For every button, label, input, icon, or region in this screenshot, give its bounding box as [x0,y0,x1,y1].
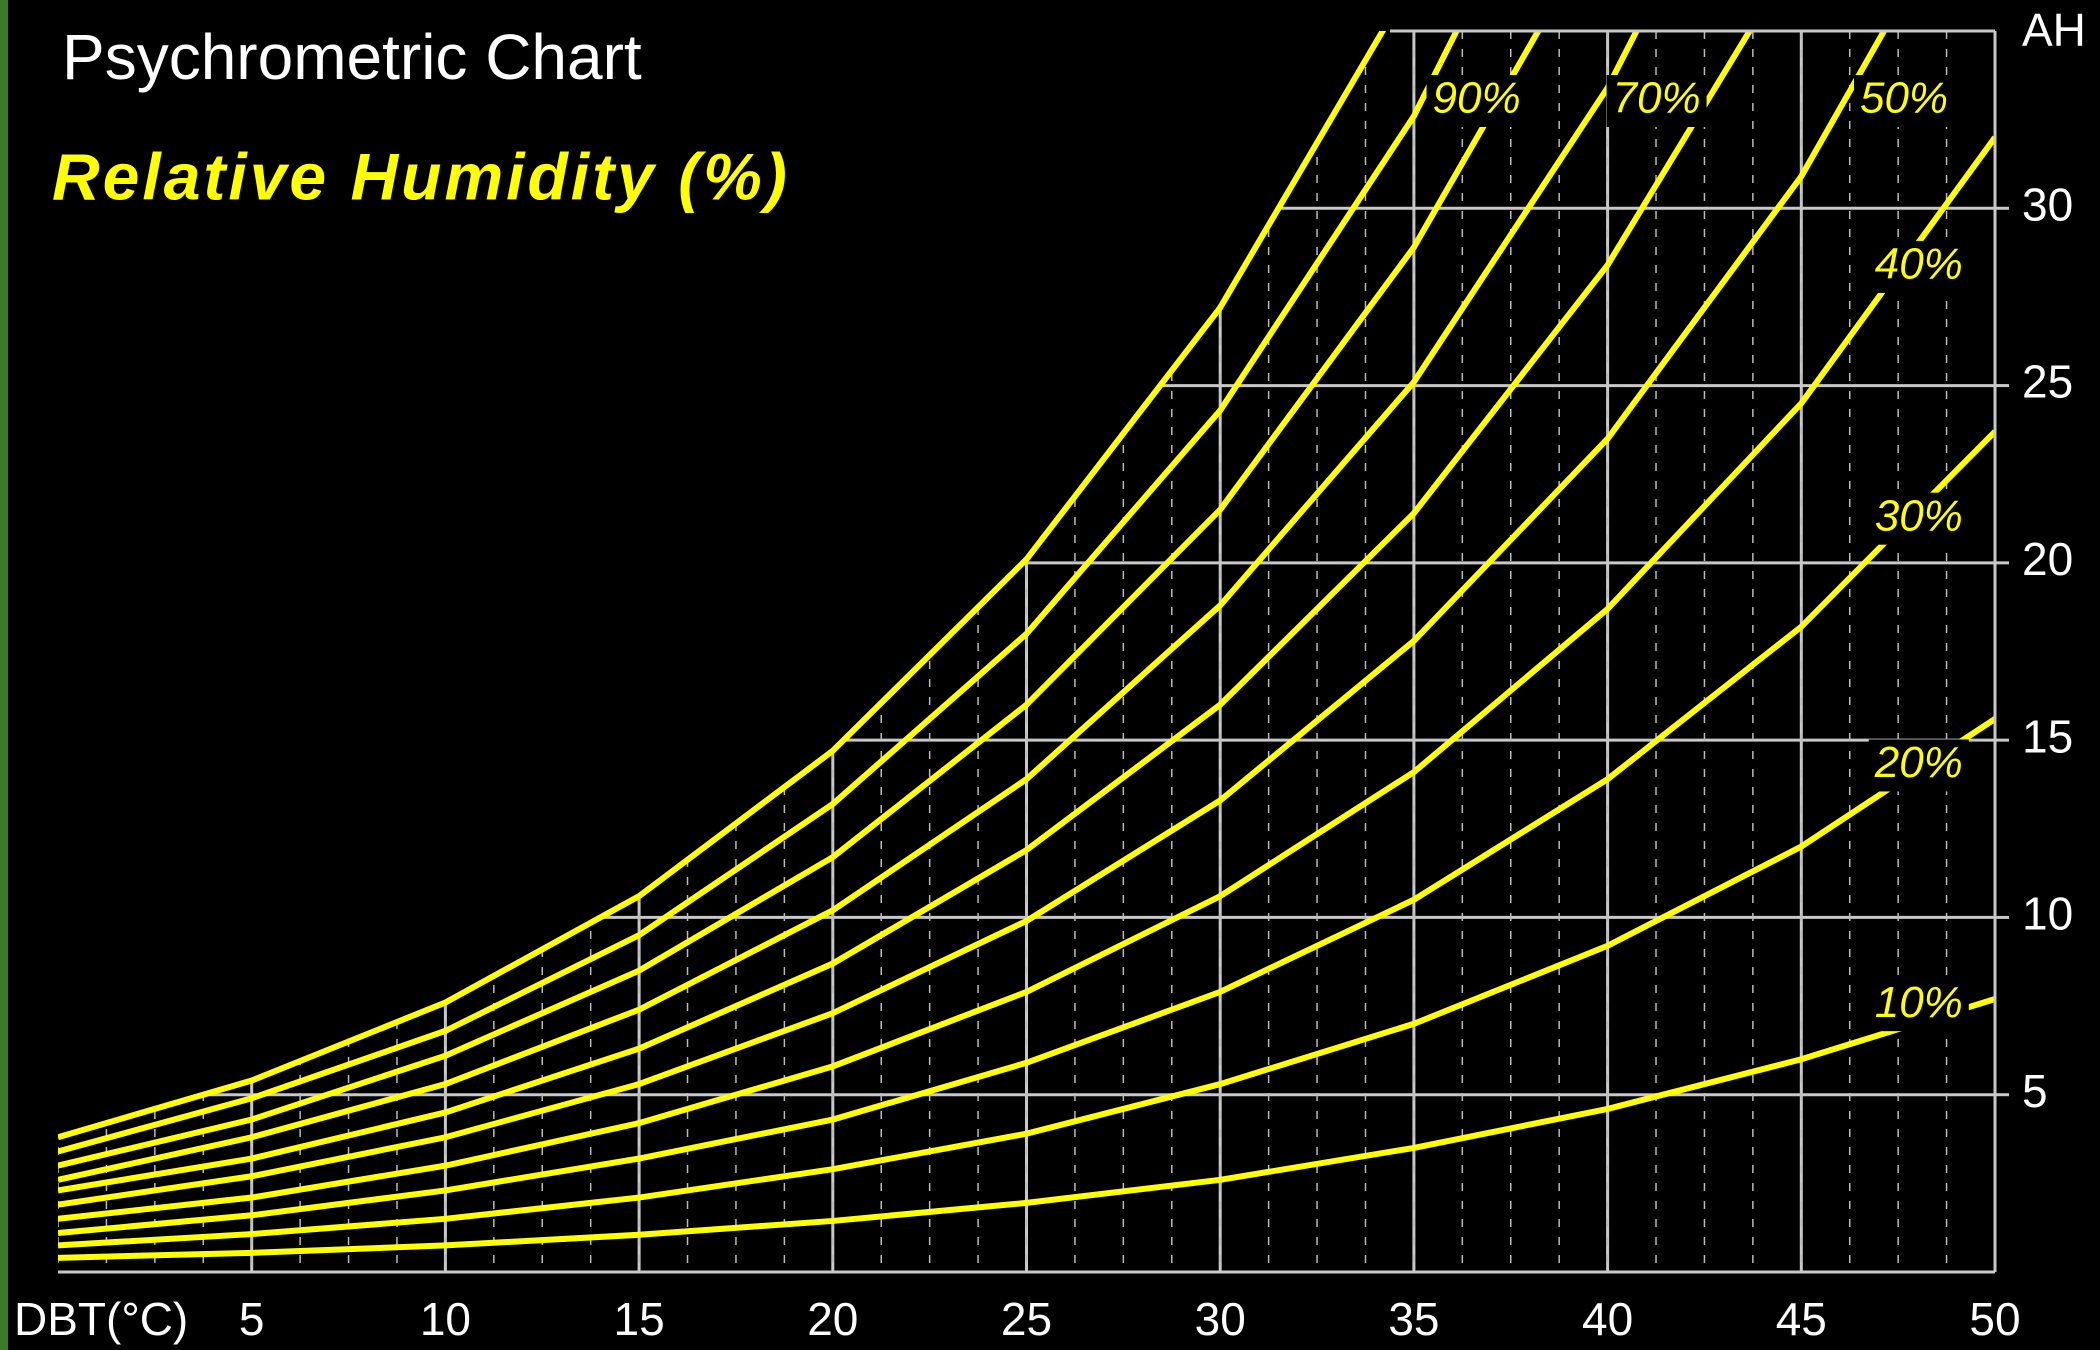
x-tick-label: 10 [420,1293,471,1345]
series-label: 30% [1875,491,1963,540]
y-tick-label: 5 [2022,1065,2048,1117]
series-label: 40% [1875,240,1963,289]
y-tick-label: 30 [2022,178,2073,230]
chart-subtitle: Relative Humidity (%) [52,139,790,213]
x-tick-label: 30 [1195,1293,1246,1345]
x-tick-label: 35 [1388,1293,1439,1345]
series-label: 70% [1613,74,1701,123]
y-tick-label: 20 [2022,533,2073,585]
x-tick-label: 45 [1776,1293,1827,1345]
chart: 10% 20% 30% 40% 50% 70% 90% Psychrometric Char… [0,0,2100,1350]
x-tick-label: 15 [614,1293,665,1345]
y-axis-label: AH [2022,4,2086,56]
series-label: 20% [1874,738,1963,787]
x-tick-label: 20 [807,1293,858,1345]
series-label: 10% [1875,978,1963,1027]
y-tick-label: 15 [2022,710,2073,762]
x-tick-label: 50 [1969,1293,2020,1345]
chart-title: Psychrometric Chart [62,21,642,93]
x-tick-label: 25 [1001,1293,1052,1345]
x-tick-label: 5 [239,1293,265,1345]
left-edge [0,0,8,1350]
series-label: 50% [1860,74,1948,123]
x-tick-label: 40 [1582,1293,1633,1345]
y-tick-label: 25 [2022,356,2073,408]
x-axis-label: DBT(°C) [14,1293,188,1345]
y-tick-label: 10 [2022,888,2073,940]
series-label: 90% [1433,74,1521,123]
